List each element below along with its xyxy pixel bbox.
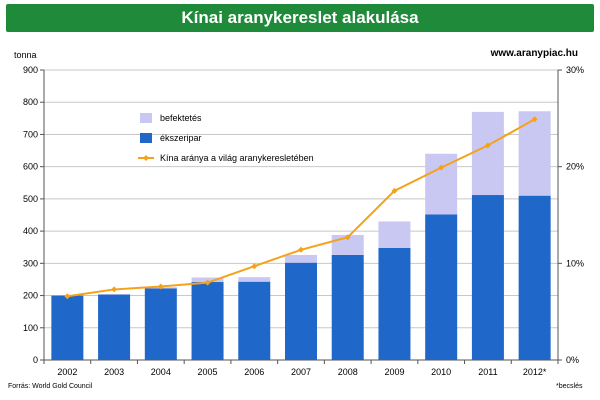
bar-jewelry [471, 195, 504, 360]
left-axis-tick-label: 900 [23, 65, 38, 75]
chart-title: Kínai aranykereslet alakulása [181, 8, 419, 27]
bar-investment [285, 254, 317, 263]
x-axis-tick-label: 2011 [478, 367, 497, 377]
left-axis-tick-label: 300 [23, 258, 38, 268]
bar-investment [378, 221, 411, 248]
bar-investment [98, 293, 131, 295]
bar-jewelry [378, 247, 411, 360]
share-point [64, 293, 71, 300]
bar-jewelry [518, 195, 551, 360]
share-point [298, 246, 304, 253]
bar-jewelry [238, 281, 271, 360]
bar-jewelry [425, 214, 458, 360]
left-axis-tick-label: 200 [23, 291, 38, 301]
x-axis-tick-label: 2007 [291, 367, 311, 377]
bar-jewelry [285, 262, 317, 360]
right-axis-tick-label: 0% [566, 355, 579, 365]
title-banner: Kínai aranykereslet alakulása [6, 4, 594, 32]
left-axis-tick-label: 100 [23, 323, 38, 333]
bar-investment [471, 111, 504, 196]
share-point [344, 234, 351, 241]
right-axis-tick-label: 20% [566, 162, 584, 172]
bar-jewelry [98, 294, 131, 360]
left-axis-tick-label: 600 [23, 162, 38, 172]
left-axis-tick-label: 0 [33, 355, 38, 365]
share-point [438, 164, 445, 171]
share-point [111, 286, 118, 293]
bar-jewelry [144, 288, 177, 360]
bar-investment [518, 111, 551, 196]
x-axis-tick-label: 2003 [104, 367, 124, 377]
legend-label: Kína aránya a világ aranykeresletében [160, 153, 314, 163]
x-axis-tick-label: 2012* [523, 367, 547, 377]
right-axis-tick-label: 30% [566, 65, 584, 75]
x-axis-tick-label: 2009 [384, 367, 404, 377]
bar-jewelry [51, 295, 84, 360]
left-axis-unit-label: tonna [14, 50, 37, 60]
x-axis-tick-label: 2006 [244, 367, 264, 377]
bar-investment [238, 277, 271, 282]
share-point [531, 116, 538, 123]
bar-jewelry [331, 254, 364, 360]
x-axis-tick-label: 2004 [151, 367, 171, 377]
bar-investment [425, 153, 458, 215]
left-axis-tick-label: 700 [23, 129, 38, 139]
x-axis-tick-label: 2010 [431, 367, 451, 377]
source-note: Forrás: World Gold Council [8, 383, 93, 390]
left-axis-tick-label: 400 [23, 226, 38, 236]
share-point [251, 263, 258, 270]
right-axis-tick-label: 10% [566, 258, 584, 268]
website-label: www.aranypiac.hu [490, 48, 578, 59]
x-axis-tick-label: 2005 [198, 367, 218, 377]
legend-label: ékszeripar [160, 133, 202, 143]
footnote: *becslés [556, 383, 583, 390]
left-axis-tick-label: 800 [23, 97, 38, 107]
legend-label: befektetés [160, 113, 202, 123]
x-axis-tick-label: 2008 [338, 367, 358, 377]
legend-marker [143, 155, 149, 161]
bar-jewelry [191, 282, 224, 360]
left-axis-tick-label: 500 [23, 194, 38, 204]
share-point [484, 142, 491, 149]
share-point [204, 279, 211, 286]
share-point [157, 283, 164, 290]
x-axis-tick-label: 2002 [57, 367, 77, 377]
share-point [391, 187, 398, 194]
legend-swatch [140, 133, 152, 143]
legend-swatch [140, 113, 152, 123]
